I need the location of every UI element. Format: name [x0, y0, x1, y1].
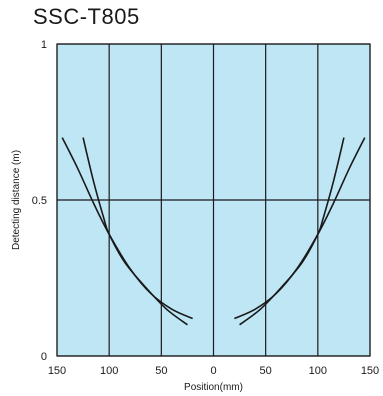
series-layer — [61, 137, 366, 326]
series-line-1 — [61, 137, 193, 320]
x-tick-label: 50 — [260, 365, 272, 377]
y-axis-label: Detecting distance (m) — [11, 150, 22, 250]
plot-frame — [56, 43, 371, 357]
y-tick-labels: 00.51 — [32, 39, 47, 363]
x-tick-labels: 150 100 50 0 50 100 150 — [48, 365, 379, 377]
series-line-3 — [234, 137, 366, 320]
chart-title: SSC-T805 — [33, 4, 140, 29]
x-tick-label: 100 — [309, 365, 327, 377]
y-tick-label: 0.5 — [32, 195, 47, 207]
x-tick-label: 0 — [210, 365, 216, 377]
x-tick-label: 150 — [361, 365, 379, 377]
y-tick-label: 1 — [41, 39, 47, 51]
y-tick-label: 0 — [41, 351, 47, 363]
x-tick-label: 50 — [155, 365, 167, 377]
x-tick-label: 100 — [100, 365, 118, 377]
series-line-4 — [239, 137, 345, 326]
x-axis-label: Position(mm) — [184, 382, 243, 393]
x-tick-label: 150 — [48, 365, 66, 377]
series-line-2 — [82, 137, 188, 326]
